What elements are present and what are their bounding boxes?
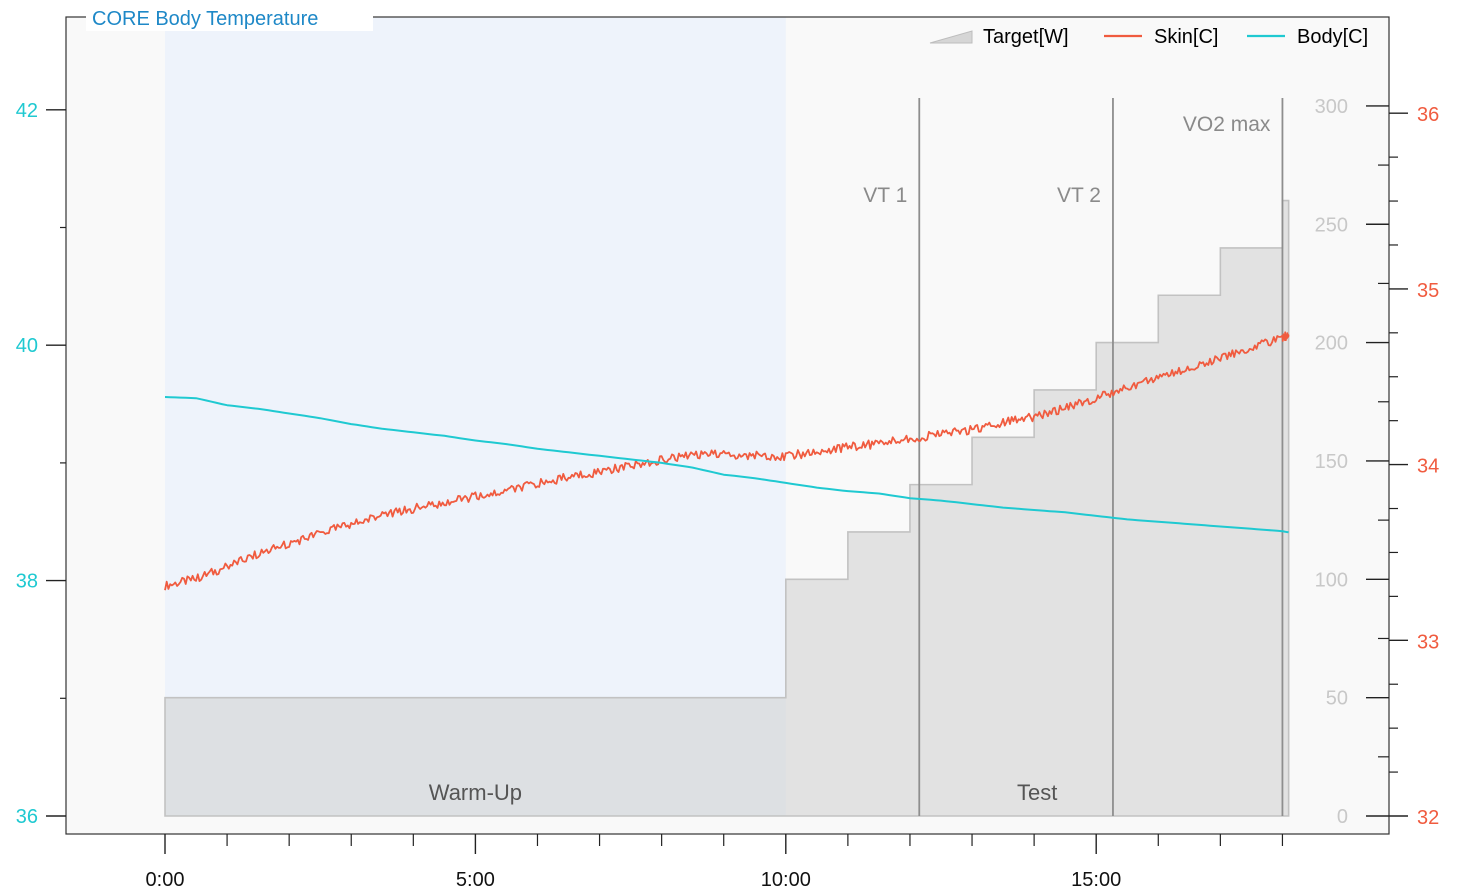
left-tick-label-1: 38 bbox=[16, 571, 38, 593]
right-tick-label-0: 32 bbox=[1417, 807, 1439, 829]
legend[interactable]: Target[W] Skin[C] Body[C] bbox=[929, 26, 1368, 48]
power-tick-label-1: 50 bbox=[1326, 688, 1348, 710]
power-tick-label-6: 300 bbox=[1315, 96, 1348, 118]
power-tick-label-0: 0 bbox=[1337, 806, 1348, 828]
marker-label-2: VO2 max bbox=[1183, 113, 1271, 136]
right-tick-label-3: 35 bbox=[1417, 280, 1439, 302]
legend-swatch-target bbox=[929, 30, 973, 44]
phase-labels-layer: Warm-Up Test bbox=[429, 780, 1058, 805]
marker-label-0: VT 1 bbox=[863, 184, 907, 207]
skin-temperature-line bbox=[164, 331, 1290, 591]
chart-title: CORE Body Temperature bbox=[92, 8, 318, 30]
legend-entry-2[interactable]: Body[C] bbox=[1247, 26, 1368, 48]
power-tick-label-2: 100 bbox=[1315, 569, 1348, 591]
x-tick-label-2: 10:00 bbox=[761, 869, 811, 891]
threshold-markers-layer: VT 1 VT 2 VO2 max bbox=[863, 98, 1284, 816]
left-tick-label-0: 36 bbox=[16, 806, 38, 828]
chart-title-background bbox=[86, 5, 373, 31]
plot-frame bbox=[65, 16, 1390, 835]
legend-entry-0[interactable]: Target[W] bbox=[929, 26, 1069, 48]
power-tick-label-5: 250 bbox=[1315, 214, 1348, 236]
x-tick-label-0: 0:00 bbox=[146, 869, 185, 891]
body-temperature-line bbox=[164, 396, 1289, 534]
temperature-lines-layer bbox=[164, 331, 1290, 591]
left-tick-label-3: 42 bbox=[16, 100, 38, 122]
right-tick-label-1: 33 bbox=[1417, 631, 1439, 653]
power-tick-label-3: 150 bbox=[1315, 451, 1348, 473]
x-tick-label-1: 5:00 bbox=[456, 869, 495, 891]
marker-label-1: VT 2 bbox=[1057, 184, 1101, 207]
left-tick-label-2: 40 bbox=[16, 335, 38, 357]
legend-label-2: Body[C] bbox=[1297, 26, 1368, 48]
axes-layer: 36 38 40 42 0 50 100 150 200 250 300 32 33 34 35 36 0:00… bbox=[16, 16, 1439, 891]
x-tick-label-3: 15:00 bbox=[1071, 869, 1121, 891]
chart-title-group: CORE Body Temperature bbox=[86, 5, 373, 31]
phase-label-test: Test bbox=[1017, 780, 1057, 805]
right-tick-label-2: 34 bbox=[1417, 456, 1439, 478]
power-tick-label-4: 200 bbox=[1315, 333, 1348, 355]
legend-label-0: Target[W] bbox=[983, 26, 1069, 48]
legend-label-1: Skin[C] bbox=[1154, 26, 1218, 48]
phase-label-warm-up: Warm-Up bbox=[429, 780, 522, 805]
right-tick-label-4: 36 bbox=[1417, 104, 1439, 126]
legend-entry-1[interactable]: Skin[C] bbox=[1104, 26, 1218, 48]
warm-up-phase-band bbox=[165, 17, 786, 816]
